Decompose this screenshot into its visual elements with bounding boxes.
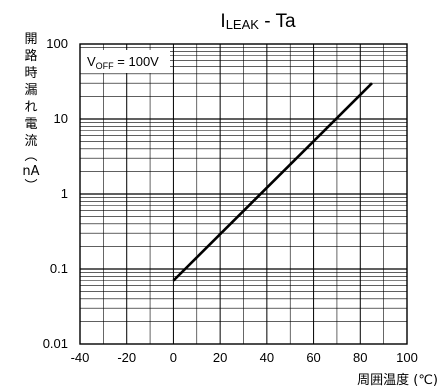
- chart-title: ILEAK - Ta: [220, 11, 296, 32]
- x-tick-label: 20: [213, 350, 227, 365]
- plot-frame: [79, 43, 408, 345]
- title-rest: - Ta: [259, 11, 296, 32]
- annotation-rest: = 100V: [114, 54, 160, 69]
- x-tick-label: -20: [117, 350, 136, 365]
- x-tick-label: -40: [71, 350, 90, 365]
- series-layer: [172, 82, 373, 282]
- y-tick-label: 0.1: [50, 261, 68, 276]
- y-axis-label-char: 漏: [24, 82, 37, 98]
- x-tick-label: 60: [306, 350, 320, 365]
- minor-gridlines: [80, 44, 407, 344]
- x-axis-label: 周囲温度 (℃): [357, 372, 438, 388]
- y-axis-label-char: れ: [24, 100, 37, 115]
- y-axis-label-char: ︶: [24, 179, 37, 194]
- x-tick-label: 0: [170, 350, 177, 365]
- annotation-main: V: [87, 54, 96, 69]
- annotation-background: [80, 50, 170, 73]
- series-line-1: [172, 82, 373, 282]
- title-subscript: LEAK: [226, 17, 260, 32]
- y-tick-label: 1: [61, 186, 68, 201]
- major-gridlines: [80, 44, 407, 344]
- title-main: I: [220, 11, 225, 32]
- voff-annotation: VOFF = 100V: [87, 54, 159, 71]
- y-tick-label: 10: [54, 111, 68, 126]
- y-axis-label-char: 開: [24, 32, 37, 47]
- y-axis-label-char: 電: [24, 117, 37, 132]
- y-tick-labels: 0.01 0.1 1 10 100: [43, 36, 68, 351]
- y-axis-label-char: 路: [24, 48, 37, 64]
- y-tick-label: 0.01: [43, 336, 68, 351]
- x-tick-labels: -40 -20 0 20 40 60 80 100: [71, 350, 418, 365]
- x-tick-label: 80: [353, 350, 367, 365]
- x-tick-label: 40: [260, 350, 274, 365]
- y-axis-label-char: ︵: [24, 149, 37, 164]
- y-axis-label-char: 時: [24, 66, 37, 81]
- y-tick-label: 100: [46, 36, 68, 51]
- y-axis-label-char: 流: [24, 134, 37, 149]
- y-axis-label-char: nA: [22, 164, 39, 179]
- x-tick-label: 100: [396, 350, 418, 365]
- annotation-subscript: OFF: [96, 61, 114, 71]
